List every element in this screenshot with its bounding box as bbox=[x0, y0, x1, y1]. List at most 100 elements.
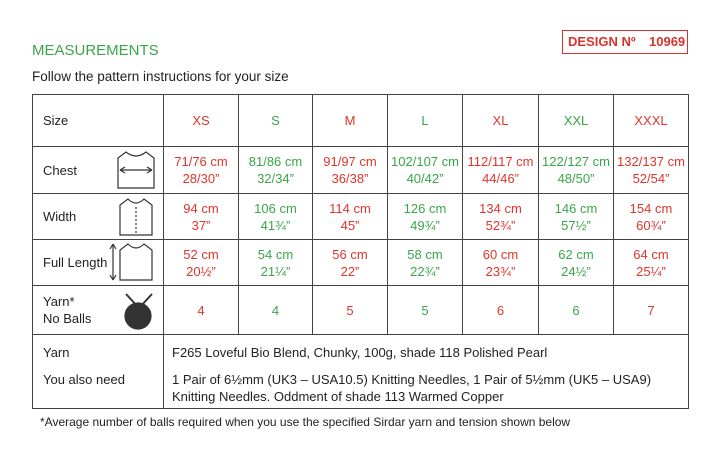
yarn-labels: Yarn You also need bbox=[32, 334, 164, 409]
measure-cell: 62 cm 24½” bbox=[538, 239, 614, 286]
measurements-table: Size XS S M L XL XXL XXXL Chest 71/76 cm 28/30” 81/… bbox=[32, 94, 689, 409]
measure-line: 64 cm bbox=[633, 246, 669, 262]
length-icon bbox=[109, 243, 153, 281]
measure-line: 24½” bbox=[561, 263, 591, 279]
measure-line: 132/137 cm bbox=[617, 154, 685, 169]
measure-row: Width 94 cm 37” 106 cm 41¾” 114 cm 45” 126 cm 49… bbox=[32, 193, 689, 240]
chest-icon bbox=[117, 151, 155, 189]
measure-line: 22¾” bbox=[410, 263, 440, 279]
header-row: Size XS S M L XL XXL XXXL bbox=[32, 94, 689, 147]
measure-row: Chest 71/76 cm 28/30” 81/86 cm 32/34” 91/97 c… bbox=[32, 146, 689, 194]
measure-line: 22” bbox=[340, 263, 360, 279]
measure-cell: 56 cm 22” bbox=[312, 239, 388, 286]
measure-line: 45” bbox=[340, 217, 360, 233]
measure-line: 21¼” bbox=[260, 263, 291, 279]
measure-line: 58 cm bbox=[407, 246, 443, 262]
measure-cell: 134 cm 52¾” bbox=[462, 193, 539, 240]
measure-cell: 54 cm 21¼” bbox=[238, 239, 313, 286]
width-icon bbox=[119, 198, 153, 236]
balls-cell: 7 bbox=[613, 285, 689, 335]
yarn-label: Yarn bbox=[43, 345, 70, 360]
measure-line: 94 cm bbox=[183, 200, 219, 216]
header-cell: L bbox=[387, 94, 463, 147]
header-cell: XXL bbox=[538, 94, 614, 147]
measure-line: 126 cm bbox=[403, 200, 447, 216]
intro: Follow the pattern instructions for your… bbox=[32, 69, 289, 84]
row-label: Full Length bbox=[32, 239, 164, 286]
balls-cell: 5 bbox=[387, 285, 463, 335]
measure-cell: 106 cm 41¾” bbox=[238, 193, 313, 240]
measure-line: 102/107 cm bbox=[391, 154, 459, 169]
yarn-content: F265 Loveful Bio Blend, Chunky, 100g, sh… bbox=[163, 334, 689, 409]
measure-line: 44/46” bbox=[482, 171, 519, 186]
measure-cell: 122/127 cm 48/50” bbox=[538, 146, 614, 194]
measure-line: 23¾” bbox=[485, 263, 516, 279]
balls-cell: 4 bbox=[238, 285, 313, 335]
measure-cell: 64 cm 25¼” bbox=[613, 239, 689, 286]
measure-line: 154 cm bbox=[629, 200, 673, 216]
design-number: 10969 bbox=[649, 34, 686, 49]
yarn-text: F265 Loveful Bio Blend, Chunky, 100g, sh… bbox=[172, 345, 548, 360]
measure-cell: 91/97 cm 36/38” bbox=[312, 146, 388, 194]
balls-cell: 6 bbox=[538, 285, 614, 335]
measure-cell: 112/117 cm 44/46” bbox=[462, 146, 539, 194]
measure-cell: 71/76 cm 28/30” bbox=[163, 146, 239, 194]
measure-cell: 81/86 cm 32/34” bbox=[238, 146, 313, 194]
measure-line: 40/42” bbox=[406, 171, 444, 186]
header-cell: Size bbox=[32, 94, 164, 147]
header-cell: S bbox=[238, 94, 313, 147]
measure-line: 32/34” bbox=[257, 171, 294, 186]
measure-line: 71/76 cm bbox=[174, 154, 228, 169]
balls-label-line: No Balls bbox=[43, 311, 92, 326]
header-cell: M bbox=[312, 94, 388, 147]
measure-cell: 58 cm 22¾” bbox=[387, 239, 463, 286]
measure-line: 62 cm bbox=[558, 246, 594, 262]
measure-line: 112/117 cm bbox=[467, 154, 534, 169]
measure-line: 114 cm bbox=[329, 200, 371, 216]
balls-label-line: Yarn* bbox=[43, 294, 75, 309]
measure-cell: 102/107 cm 40/42” bbox=[387, 146, 463, 194]
measure-line: 41¾” bbox=[260, 217, 291, 233]
measure-line: 28/30” bbox=[182, 171, 220, 186]
also-need-line: Knitting Needles. Oddment of shade 113 W… bbox=[172, 389, 504, 404]
measure-line: 48/50” bbox=[557, 171, 595, 186]
measure-line: 54 cm bbox=[257, 246, 294, 262]
design-label: DESIGN Nº bbox=[568, 34, 636, 49]
measure-line: 25¼” bbox=[636, 263, 666, 279]
measure-line: 122/127 cm bbox=[542, 154, 610, 169]
measure-line: 37” bbox=[191, 217, 211, 233]
measure-line: 52 cm bbox=[183, 246, 219, 262]
measure-cell: 154 cm 60¾” bbox=[613, 193, 689, 240]
measure-cell: 132/137 cm 52/54” bbox=[613, 146, 689, 194]
measure-line: 57½” bbox=[561, 217, 591, 233]
balls-row: Yarn* No Balls 4 4 5 5 6 6 7 bbox=[32, 285, 689, 335]
measure-line: 52¾” bbox=[485, 217, 516, 233]
yarn-row: Yarn You also need F265 Loveful Bio Blend,… bbox=[32, 334, 689, 409]
measure-line: 134 cm bbox=[479, 200, 522, 216]
footnote: *Average number of balls required when y… bbox=[40, 415, 571, 429]
balls-cell: 6 bbox=[462, 285, 539, 335]
header-cell: XS bbox=[163, 94, 239, 147]
measure-line: 60¾” bbox=[636, 217, 666, 233]
header-cell: XXXL bbox=[613, 94, 689, 147]
measure-line: 36/38” bbox=[331, 171, 369, 186]
measure-cell: 114 cm 45” bbox=[312, 193, 388, 240]
header-cell: XL bbox=[462, 94, 539, 147]
measure-line: 20½” bbox=[186, 263, 216, 279]
also-need: 1 Pair of 6½mm (UK3 – USA10.5) Knitting … bbox=[172, 371, 688, 405]
measure-line: 52/54” bbox=[632, 171, 670, 186]
balls-cell: 5 bbox=[312, 285, 388, 335]
measure-line: 49¾” bbox=[410, 217, 440, 233]
measure-cell: 126 cm 49¾” bbox=[387, 193, 463, 240]
measure-line: 91/97 cm bbox=[323, 154, 377, 169]
design-box: DESIGN Nº 10969 bbox=[562, 30, 688, 54]
title: MEASUREMENTS bbox=[32, 42, 159, 59]
measure-line: 56 cm bbox=[332, 246, 368, 262]
measure-cell: 52 cm 20½” bbox=[163, 239, 239, 286]
measure-line: 60 cm bbox=[482, 246, 519, 262]
measure-line: 106 cm bbox=[254, 200, 297, 216]
measure-line: 146 cm bbox=[554, 200, 598, 216]
balls-cell: 4 bbox=[163, 285, 239, 335]
measure-cell: 60 cm 23¾” bbox=[462, 239, 539, 286]
